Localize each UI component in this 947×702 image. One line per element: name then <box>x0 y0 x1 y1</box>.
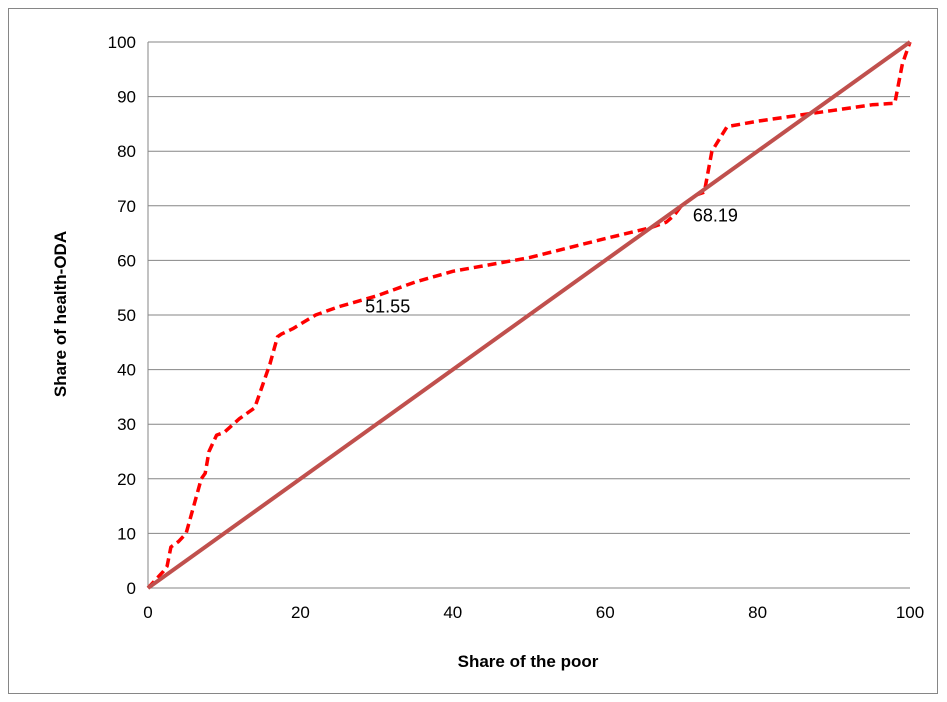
y-tick-labels: 0 10 20 30 40 50 60 70 80 90 100 <box>108 33 136 598</box>
x-tick-label: 60 <box>596 603 615 622</box>
series-layer <box>146 40 912 590</box>
y-axis-title: Share of health-ODA <box>51 231 70 397</box>
x-tick-label: 80 <box>748 603 767 622</box>
y-tick-label: 30 <box>117 415 136 434</box>
x-tick-label: 0 <box>143 603 152 622</box>
concentration-curve <box>146 41 912 590</box>
x-tick-label: 20 <box>291 603 310 622</box>
grid-lines <box>148 41 910 534</box>
y-tick-label: 10 <box>117 524 136 543</box>
axes <box>147 42 910 589</box>
y-tick-label: 80 <box>117 142 136 161</box>
x-tick-labels: 0 20 40 60 80 100 <box>143 603 924 622</box>
x-tick-label: 100 <box>896 603 924 622</box>
y-tick-label: 20 <box>117 470 136 489</box>
y-tick-label: 0 <box>127 579 136 598</box>
y-tick-label: 70 <box>117 197 136 216</box>
data-label: 51.55 <box>365 297 410 317</box>
x-tick-label: 40 <box>443 603 462 622</box>
y-tick-label: 50 <box>117 306 136 325</box>
data-label: 68.19 <box>693 206 738 226</box>
annotations: 51.55 68.19 <box>365 206 738 317</box>
y-tick-label: 100 <box>108 33 136 52</box>
x-axis-title: Share of the poor <box>458 652 599 671</box>
y-tick-label: 90 <box>117 88 136 107</box>
equality-line <box>146 40 912 590</box>
y-tick-label: 40 <box>117 361 136 380</box>
y-tick-label: 60 <box>117 251 136 270</box>
